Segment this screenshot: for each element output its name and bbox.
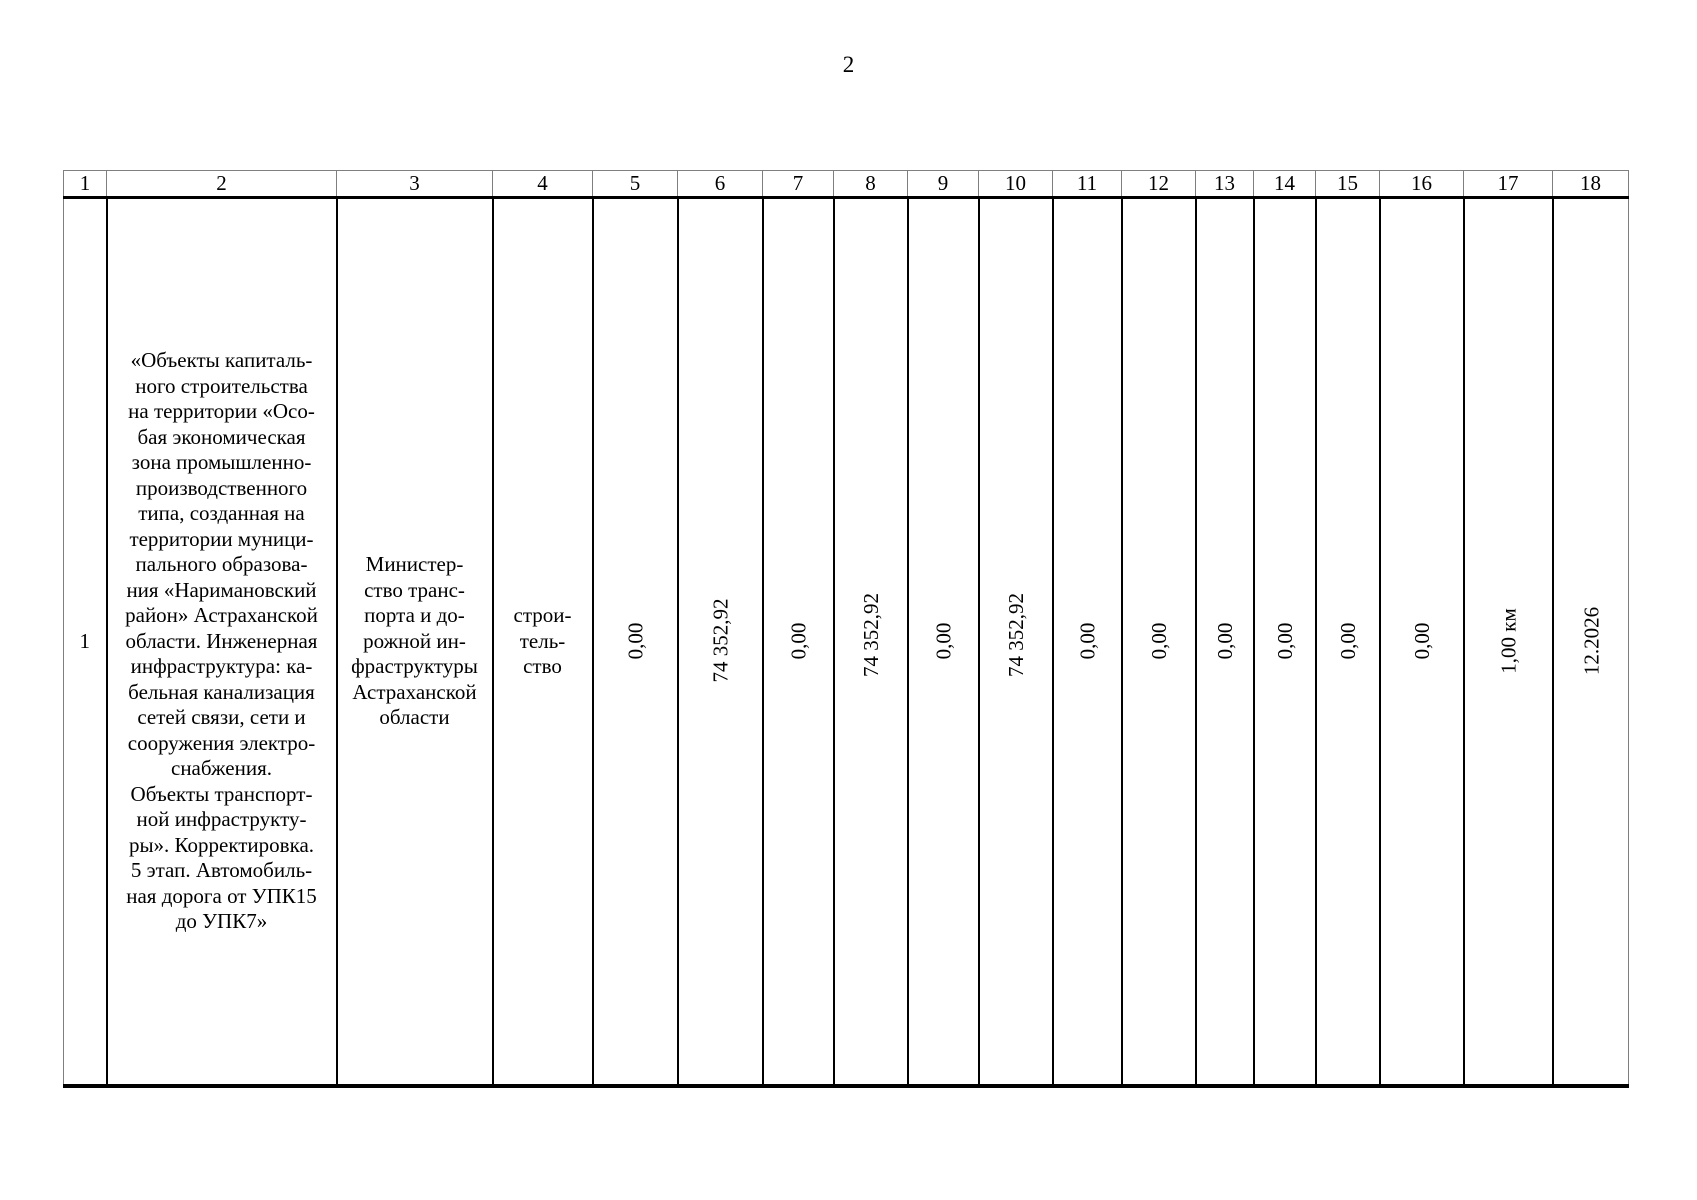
value-14-rotated: 0,00 (1272, 622, 1297, 660)
object-name-text: «Объекты капиталь- ного строительства на… (125, 348, 318, 933)
col-header-2: 2 (106, 170, 337, 199)
value-9-rotated: 0,00 (931, 622, 955, 660)
cell-customer: Министер- ство транс- порта и до- рожной… (335, 197, 494, 1088)
cell-value-17: 1,00 км (1462, 197, 1554, 1088)
cell-value-12: 0,00 (1120, 197, 1197, 1088)
work-type-text: строи- тель- ство (513, 603, 572, 678)
value-7-rotated: 0,00 (786, 622, 810, 660)
cell-value-7: 0,00 (761, 197, 835, 1088)
col-header-1: 1 (63, 170, 107, 199)
page-number: 2 (842, 52, 855, 77)
col-header-14: 14 (1253, 170, 1316, 199)
cell-value-16: 0,00 (1378, 197, 1465, 1088)
col-header-15: 15 (1315, 170, 1380, 199)
value-8-rotated: 74 352,92 (858, 593, 883, 678)
data-table: 1 2 3 4 5 6 7 8 9 10 11 12 13 14 15 16 1… (63, 170, 1629, 1088)
value-16-rotated: 0,00 (1409, 622, 1434, 660)
col-header-8: 8 (833, 170, 908, 199)
cell-value-13: 0,00 (1194, 197, 1255, 1088)
col-header-3: 3 (336, 170, 493, 199)
cell-value-10: 74 352,92 (977, 197, 1054, 1088)
value-5-rotated: 0,00 (623, 622, 647, 660)
cell-value-5: 0,00 (591, 197, 679, 1088)
value-10-rotated: 74 352,92 (1003, 593, 1028, 678)
col-header-9: 9 (907, 170, 979, 199)
value-15-rotated: 0,00 (1335, 622, 1360, 660)
col-header-7: 7 (762, 170, 834, 199)
value-12-rotated: 0,00 (1146, 622, 1171, 660)
col-header-12: 12 (1121, 170, 1196, 199)
cell-value-14: 0,00 (1252, 197, 1317, 1088)
value-11-rotated: 0,00 (1075, 622, 1099, 660)
cell-value-11: 0,00 (1051, 197, 1123, 1088)
data-row: 1 «Объекты капиталь- ного строительства … (63, 197, 1629, 1088)
col-header-17: 17 (1463, 170, 1553, 199)
col-header-5: 5 (592, 170, 678, 199)
value-17-rotated: 1,00 км (1496, 608, 1520, 675)
cell-work-type: строи- тель- ство (491, 197, 594, 1088)
customer-text: Министер- ство транс- порта и до- рожной… (351, 552, 478, 729)
col-header-4: 4 (492, 170, 593, 199)
col-header-13: 13 (1195, 170, 1254, 199)
cell-value-9: 0,00 (906, 197, 980, 1088)
cell-value-6: 74 352,92 (676, 197, 764, 1088)
cell-value-8: 74 352,92 (832, 197, 909, 1088)
cell-value-15: 0,00 (1314, 197, 1381, 1088)
cell-row-number: 1 (63, 197, 108, 1088)
col-header-18: 18 (1552, 170, 1629, 199)
value-6-rotated: 74 352,92 (708, 598, 732, 683)
cell-object-name: «Объекты капиталь- ного строительства на… (105, 197, 338, 1088)
value-18-rotated: 12.2026 (1578, 607, 1603, 676)
col-header-16: 16 (1379, 170, 1464, 199)
header-row: 1 2 3 4 5 6 7 8 9 10 11 12 13 14 15 16 1… (63, 170, 1629, 199)
cell-value-18: 12.2026 (1551, 197, 1629, 1088)
col-header-10: 10 (978, 170, 1053, 199)
col-header-6: 6 (677, 170, 763, 199)
col-header-11: 11 (1052, 170, 1122, 199)
value-13-rotated: 0,00 (1212, 622, 1237, 660)
